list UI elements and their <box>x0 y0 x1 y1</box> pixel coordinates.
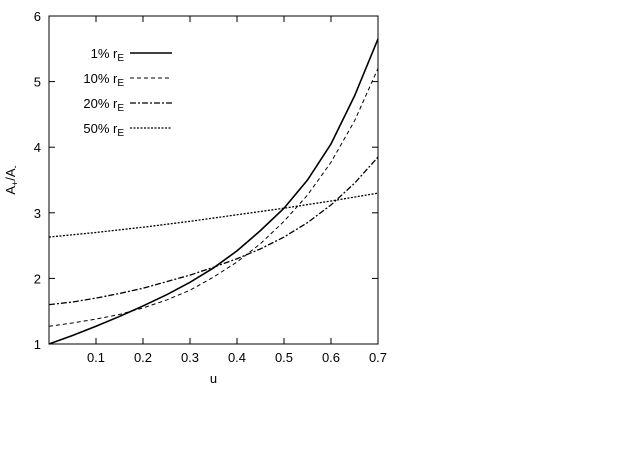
y-axis-label: A+/A- <box>3 165 20 194</box>
legend-label-3: 50% rE <box>83 121 124 139</box>
series-line-3 <box>48 192 379 238</box>
x-axis-label: u <box>210 371 217 386</box>
series-lines <box>48 38 379 345</box>
y-tick-label-1: 2 <box>34 271 41 286</box>
y-axis-label-mid: /A <box>3 168 18 181</box>
legend-label-0: 1% rE <box>91 46 125 64</box>
legend-label-2: 20% rE <box>83 96 124 114</box>
y-axis-label-main: A <box>3 186 18 195</box>
legend-label-1: 10% rE <box>83 71 124 89</box>
series-line-2 <box>48 156 379 306</box>
legend: 1% rE 10% rE 20% rE 50% rE <box>83 46 172 139</box>
axis-ticks: 0.1 0.2 0.3 0.4 0.5 0.6 0.7 1 2 3 4 5 6 <box>34 9 387 365</box>
y-tick-label-2: 3 <box>34 206 41 221</box>
plot-frame <box>48 15 379 345</box>
y-tick-label-0: 1 <box>34 337 41 352</box>
x-tick-label-2: 0.3 <box>181 350 199 365</box>
x-tick-label-0: 0.1 <box>87 350 105 365</box>
x-tick-label-4: 0.5 <box>275 350 293 365</box>
x-tick-label-5: 0.6 <box>322 350 340 365</box>
y-tick-label-5: 6 <box>34 9 41 24</box>
y-axis-label-sub2: - <box>10 165 20 168</box>
y-tick-label-4: 5 <box>34 75 41 90</box>
series-line-1 <box>48 68 379 327</box>
y-tick-label-3: 4 <box>34 140 41 155</box>
x-tick-label-1: 0.2 <box>134 350 152 365</box>
x-tick-label-6: 0.7 <box>369 350 387 365</box>
x-tick-label-3: 0.4 <box>228 350 246 365</box>
y-axis-label-sub1: + <box>10 181 20 186</box>
